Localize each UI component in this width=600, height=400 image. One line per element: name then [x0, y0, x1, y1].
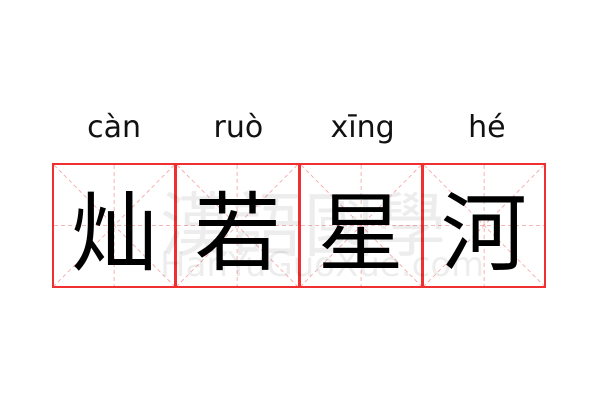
- tian-grid-guides: [301, 165, 421, 286]
- tian-grid-guides: [54, 165, 174, 286]
- pinyin-3: xīng: [330, 110, 395, 145]
- pinyin-2: ruò: [213, 110, 264, 145]
- character-grid: 灿 若 星 河: [52, 163, 549, 288]
- character-4: 河: [440, 184, 527, 284]
- tian-grid-guides: [424, 165, 544, 286]
- pinyin-row: càn ruò xīng hé: [52, 108, 549, 148]
- character-3: 星: [317, 184, 404, 284]
- character-cell: 河: [421, 163, 546, 288]
- pinyin-1: càn: [87, 110, 142, 145]
- character-cell: 星: [298, 163, 423, 288]
- pinyin-4: hé: [468, 110, 506, 145]
- character-2: 若: [194, 184, 281, 284]
- tian-grid-guides: [177, 165, 297, 286]
- character-cell: 若: [175, 163, 300, 288]
- character-cell: 灿: [52, 163, 177, 288]
- character-1: 灿: [71, 184, 158, 284]
